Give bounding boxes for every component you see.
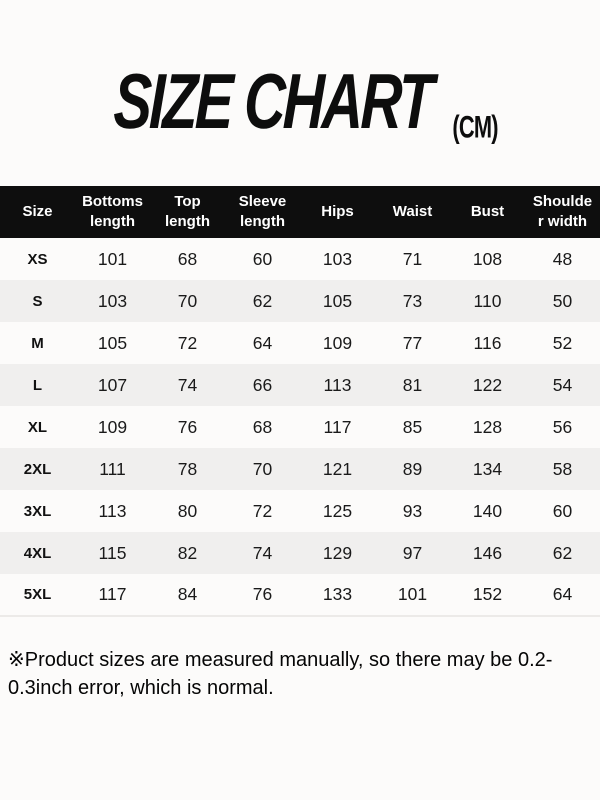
value-cell: 84 xyxy=(177,584,198,604)
value-cell: 54 xyxy=(552,374,573,395)
value-cell: 64 xyxy=(252,332,273,353)
column-header-bottoms-length: Bottoms length xyxy=(75,186,150,238)
value-cell: 129 xyxy=(322,542,353,563)
value-cell: 115 xyxy=(98,542,127,563)
value-cell: 128 xyxy=(472,416,503,437)
value-cell: 110 xyxy=(473,290,502,311)
value-cell: 62 xyxy=(552,542,573,563)
value-cell: 60 xyxy=(552,500,573,521)
table-row-xl: XL 109 76 68 117 85 128 56 xyxy=(0,406,600,448)
table-row-xs: XS 101 68 60 103 71 108 48 xyxy=(0,238,600,280)
size-chart-page: SIZE CHART (CM) Size Bottoms length Top lengt… xyxy=(0,0,600,699)
column-header-sleeve-length: Sleeve length xyxy=(225,186,300,238)
value-cell: 97 xyxy=(402,542,423,563)
value-cell: 89 xyxy=(402,458,423,479)
value-cell: 52 xyxy=(552,332,573,353)
value-cell: 80 xyxy=(177,500,198,521)
value-cell: 66 xyxy=(252,374,273,395)
value-cell: 133 xyxy=(322,584,353,604)
value-cell: 109 xyxy=(97,416,128,437)
value-cell: 140 xyxy=(472,500,503,521)
value-cell: 134 xyxy=(472,458,503,479)
size-table-body: XS 101 68 60 103 71 108 48 S 103 70 62 105 73 110 50 M 10… xyxy=(0,238,600,616)
size-cell: XS xyxy=(27,250,48,268)
value-cell: 113 xyxy=(98,500,127,521)
value-cell: 58 xyxy=(552,458,573,479)
value-cell: 68 xyxy=(177,248,198,269)
value-cell: 101 xyxy=(397,584,428,604)
value-cell: 72 xyxy=(177,332,198,353)
value-cell: 111 xyxy=(99,458,126,479)
value-cell: 60 xyxy=(252,248,273,269)
value-cell: 116 xyxy=(473,332,502,353)
value-cell: 74 xyxy=(252,542,273,563)
value-cell: 103 xyxy=(97,290,128,311)
table-row-5xl: 5XL 117 84 76 133 101 152 64 xyxy=(0,574,600,616)
value-cell: 50 xyxy=(552,290,573,311)
value-cell: 103 xyxy=(322,248,353,269)
value-cell: 76 xyxy=(177,416,198,437)
value-cell: 152 xyxy=(472,584,503,604)
value-cell: 105 xyxy=(97,332,128,353)
size-cell: 5XL xyxy=(23,586,52,603)
value-cell: 77 xyxy=(402,332,423,353)
value-cell: 74 xyxy=(177,374,198,395)
table-row-m: M 105 72 64 109 77 116 52 xyxy=(0,322,600,364)
table-row-4xl: 4XL 115 82 74 129 97 146 62 xyxy=(0,532,600,574)
table-row-2xl: 2XL 111 78 70 121 89 134 58 xyxy=(0,448,600,490)
table-header-row: Size Bottoms length Top length Sleeve length Hi… xyxy=(0,186,600,238)
table-row-l: L 107 74 66 113 81 122 54 xyxy=(0,364,600,406)
column-header-waist: Waist xyxy=(375,186,450,238)
value-cell: 71 xyxy=(402,248,423,269)
value-cell: 64 xyxy=(552,584,573,604)
measurement-note: ※Product sizes are measured manually, so… xyxy=(8,649,553,699)
column-header-shoulder-width: Shoulde r width xyxy=(525,186,600,238)
value-cell: 70 xyxy=(252,458,273,479)
value-cell: 121 xyxy=(322,458,353,479)
value-cell: 68 xyxy=(252,416,273,437)
value-cell: 82 xyxy=(177,542,198,563)
value-cell: 70 xyxy=(177,290,198,311)
value-cell: 108 xyxy=(472,248,503,269)
value-cell: 107 xyxy=(97,374,128,395)
size-cell: 3XL xyxy=(23,502,52,520)
value-cell: 93 xyxy=(402,500,423,521)
size-cell: L xyxy=(32,376,43,394)
page-title-block: SIZE CHART (CM) xyxy=(0,0,600,145)
column-header-bust: Bust xyxy=(450,186,525,238)
size-cell: 2XL xyxy=(23,460,52,478)
value-cell: 101 xyxy=(97,248,128,269)
size-cell: M xyxy=(31,334,44,352)
size-cell: S xyxy=(32,292,43,310)
column-header-hips: Hips xyxy=(300,186,375,238)
table-row-3xl: 3XL 113 80 72 125 93 140 60 xyxy=(0,490,600,532)
value-cell: 146 xyxy=(472,542,503,563)
value-cell: 122 xyxy=(472,374,503,395)
value-cell: 117 xyxy=(98,584,127,604)
value-cell: 109 xyxy=(322,332,353,353)
value-cell: 56 xyxy=(552,416,573,437)
value-cell: 81 xyxy=(402,374,423,395)
value-cell: 72 xyxy=(252,500,273,521)
value-cell: 113 xyxy=(323,374,352,395)
column-header-top-length: Top length xyxy=(150,186,225,238)
size-cell: XL xyxy=(27,418,48,436)
value-cell: 117 xyxy=(323,416,352,437)
value-cell: 73 xyxy=(402,290,423,311)
page-title: SIZE CHART xyxy=(112,57,433,145)
size-table: Size Bottoms length Top length Sleeve length Hi… xyxy=(0,186,600,617)
value-cell: 62 xyxy=(252,290,273,311)
column-header-size: Size xyxy=(0,186,75,238)
value-cell: 105 xyxy=(322,290,353,311)
table-row-s: S 103 70 62 105 73 110 50 xyxy=(0,280,600,322)
value-cell: 76 xyxy=(252,584,273,604)
value-cell: 78 xyxy=(177,458,198,479)
page-title-unit: (CM) xyxy=(452,109,499,145)
size-table-head: Size Bottoms length Top length Sleeve length Hi… xyxy=(0,186,600,238)
size-cell: 4XL xyxy=(23,544,52,562)
value-cell: 48 xyxy=(552,248,573,269)
value-cell: 125 xyxy=(322,500,353,521)
value-cell: 85 xyxy=(402,416,423,437)
